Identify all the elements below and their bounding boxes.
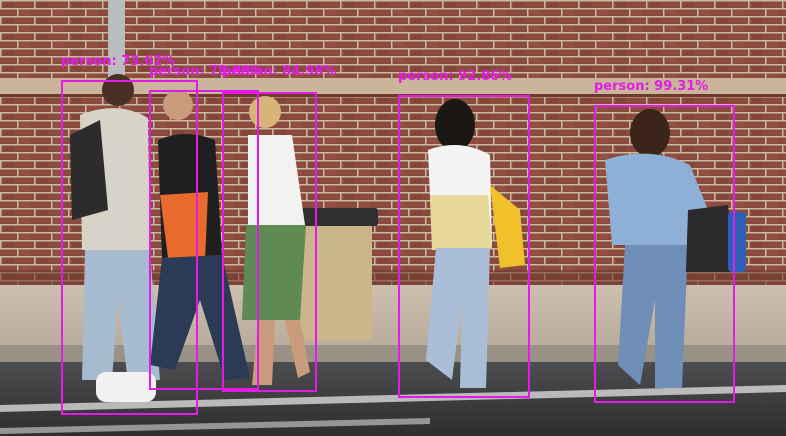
utility-pole — [108, 0, 125, 90]
person-figure — [426, 99, 525, 388]
person-figure — [605, 109, 746, 388]
person-figure — [150, 90, 250, 380]
trash-can — [282, 208, 378, 340]
person-figure — [70, 74, 160, 402]
